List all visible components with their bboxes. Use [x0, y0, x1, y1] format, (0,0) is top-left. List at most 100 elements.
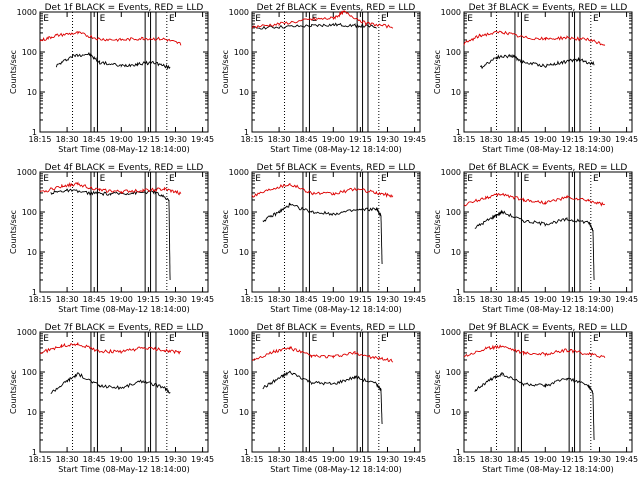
panel-title: Det 4f BLACK = Events, RED = LLD: [45, 163, 204, 173]
y-tick-label: 1000: [441, 328, 461, 337]
x-tick-label: 18:15: [452, 135, 475, 144]
x-tick-label: 18:15: [28, 295, 51, 304]
x-tick-label: 18:45: [83, 295, 106, 304]
y-tick-label: 10: [451, 408, 461, 417]
y-tick-label: 100: [446, 368, 461, 377]
x-tick-label: 19:15: [561, 455, 584, 464]
marker-label: E: [312, 174, 318, 184]
marker-label: E: [100, 174, 106, 184]
x-tick-label: 19:45: [191, 455, 214, 464]
x-tick-label: 19:00: [322, 455, 345, 464]
marker-label: E: [593, 334, 599, 344]
y-tick-label: 100: [234, 48, 249, 57]
series-events-line: [251, 22, 377, 30]
x-axis-label: Start Time (08-May-12 18:14:00): [482, 465, 613, 474]
x-tick-label: 18:30: [480, 135, 503, 144]
y-tick-label: 1: [32, 128, 37, 137]
y-tick-label: 100: [22, 48, 37, 57]
marker-label: E: [169, 14, 175, 24]
marker-label: E: [100, 334, 106, 344]
x-tick-label: 19:45: [615, 455, 638, 464]
y-tick-label: 1000: [441, 168, 461, 177]
marker-label: E: [381, 174, 387, 184]
x-tick-label: 19:30: [376, 455, 399, 464]
x-tick-label: 18:30: [56, 295, 79, 304]
x-tick-label: 18:45: [507, 135, 530, 144]
y-axis-label: Counts/sec: [433, 370, 442, 414]
y-tick-label: 1: [244, 288, 249, 297]
x-tick-label: 19:15: [561, 135, 584, 144]
y-axis-label: Counts/sec: [433, 210, 442, 254]
plot-frame: [463, 331, 633, 453]
y-tick-label: 100: [446, 208, 461, 217]
y-tick-label: 10: [27, 408, 37, 417]
marker-label: E: [467, 174, 473, 184]
panel-9: Det 9f BLACK = Events, RED = LLD 1 10 100 10…: [433, 323, 638, 474]
marker-label: E: [100, 14, 106, 24]
x-tick-label: 18:30: [56, 135, 79, 144]
series-events-line: [262, 370, 383, 425]
x-tick-label: 19:45: [403, 295, 426, 304]
y-tick-label: 100: [446, 48, 461, 57]
plot-frame: [251, 331, 421, 453]
panel-title: Det 6f BLACK = Events, RED = LLD: [469, 163, 628, 173]
marker-label: E: [524, 14, 530, 24]
y-tick-label: 100: [22, 208, 37, 217]
marker-label: E: [593, 14, 599, 24]
x-tick-label: 18:45: [295, 455, 318, 464]
x-tick-label: 18:30: [268, 455, 291, 464]
x-tick-label: 19:30: [376, 295, 399, 304]
y-axis-label: Counts/sec: [221, 210, 230, 254]
series-events-line: [262, 202, 383, 265]
y-tick-label: 1000: [17, 168, 37, 177]
x-tick-label: 19:45: [615, 295, 638, 304]
x-axis-label: Start Time (08-May-12 18:14:00): [270, 465, 401, 474]
marker-label: E: [381, 334, 387, 344]
panel-3: Det 3f BLACK = Events, RED = LLD 1 10 100 10…: [433, 3, 638, 154]
panel-title: Det 3f BLACK = Events, RED = LLD: [469, 3, 628, 13]
x-tick-label: 19:30: [376, 135, 399, 144]
x-tick-label: 19:15: [137, 295, 160, 304]
x-tick-label: 18:45: [83, 135, 106, 144]
x-tick-label: 19:30: [164, 455, 187, 464]
marker-label: E: [312, 334, 318, 344]
y-tick-label: 1: [244, 448, 249, 457]
series-events-line: [474, 209, 595, 281]
y-tick-label: 1: [456, 128, 461, 137]
x-tick-label: 19:30: [164, 295, 187, 304]
y-tick-label: 1000: [17, 8, 37, 17]
series-lld-line: [463, 344, 606, 359]
series-events-line: [50, 188, 171, 281]
x-tick-label: 18:15: [452, 295, 475, 304]
panel-title: Det 5f BLACK = Events, RED = LLD: [257, 163, 416, 173]
series-lld-line: [39, 342, 181, 355]
y-tick-label: 1000: [229, 168, 249, 177]
marker-label: E: [43, 14, 49, 24]
x-tick-label: 19:45: [191, 135, 214, 144]
x-tick-label: 19:00: [110, 295, 133, 304]
marker-label: E: [43, 174, 49, 184]
y-tick-label: 1: [32, 448, 37, 457]
y-axis-label: Counts/sec: [9, 210, 18, 254]
x-axis-label: Start Time (08-May-12 18:14:00): [270, 145, 401, 154]
y-tick-label: 100: [234, 368, 249, 377]
y-tick-label: 10: [451, 88, 461, 97]
x-tick-label: 19:15: [349, 135, 372, 144]
x-tick-label: 18:15: [240, 295, 263, 304]
x-tick-label: 18:30: [268, 135, 291, 144]
x-tick-label: 19:15: [137, 455, 160, 464]
plot-frame: [463, 171, 633, 293]
x-axis-label: Start Time (08-May-12 18:14:00): [482, 305, 613, 314]
marker-label: E: [593, 174, 599, 184]
marker-label: E: [381, 14, 387, 24]
series-lld-line: [251, 10, 394, 29]
x-axis-label: Start Time (08-May-12 18:14:00): [58, 465, 189, 474]
panel-title: Det 8f BLACK = Events, RED = LLD: [257, 323, 416, 333]
panel-title: Det 1f BLACK = Events, RED = LLD: [45, 3, 204, 13]
x-tick-label: 19:00: [534, 135, 557, 144]
panel-6: Det 6f BLACK = Events, RED = LLD 1 10 100 10…: [433, 163, 638, 314]
panel-title: Det 2f BLACK = Events, RED = LLD: [257, 3, 416, 13]
x-tick-label: 18:15: [28, 135, 51, 144]
y-tick-label: 10: [239, 408, 249, 417]
marker-label: E: [255, 174, 261, 184]
